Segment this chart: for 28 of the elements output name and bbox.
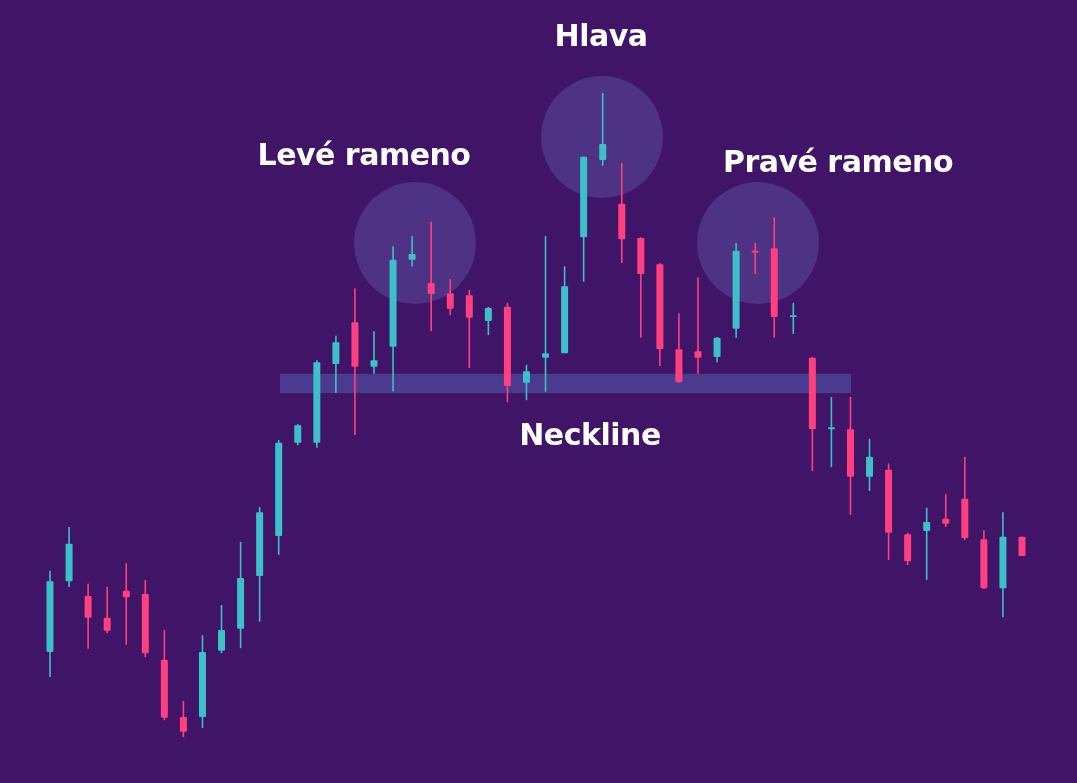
candlestick (789, 302, 797, 335)
candlestick (827, 396, 835, 468)
candlestick (427, 221, 435, 333)
candlestick (122, 562, 130, 646)
candlestick (294, 423, 302, 447)
candlestick (942, 493, 950, 528)
candlestick (446, 278, 454, 316)
candlestick (103, 586, 111, 635)
candlestick (465, 289, 473, 369)
candlestick (218, 604, 226, 655)
candlestick (694, 276, 702, 375)
candlestick (484, 306, 492, 336)
candlestick (713, 336, 721, 363)
annotation: Pravé rameno (723, 144, 953, 179)
candlestick (751, 242, 759, 275)
candlestick (542, 235, 550, 393)
candlestick (84, 582, 92, 650)
band-label: Neckline (519, 417, 661, 452)
text: Hlava (554, 18, 648, 53)
candlestick (370, 330, 378, 375)
candlestick (408, 235, 416, 268)
candlestick (332, 334, 340, 394)
candlestick (179, 700, 187, 738)
candlestick (866, 438, 874, 492)
candlestick (522, 363, 530, 401)
candlestick (923, 506, 931, 581)
annotation: Levé rameno (257, 137, 471, 172)
candlestick (599, 92, 607, 167)
